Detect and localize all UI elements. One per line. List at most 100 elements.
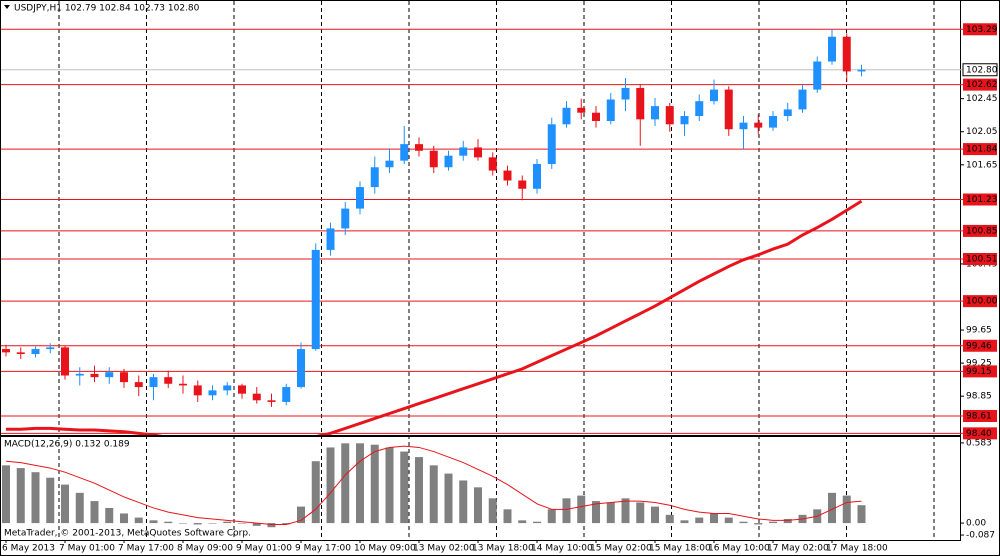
macd-bar bbox=[370, 444, 379, 524]
x-tick-label: 9 May 17:00 bbox=[295, 544, 351, 554]
candle-body bbox=[252, 393, 261, 401]
level-label: 101.84 bbox=[966, 145, 998, 155]
current-price-box bbox=[962, 63, 998, 77]
x-tick-label: 7 May 17:00 bbox=[118, 544, 174, 554]
candle-body bbox=[311, 249, 320, 350]
candle-body bbox=[90, 373, 99, 378]
x-tick-label: 17 May 02:00 bbox=[767, 544, 829, 554]
x-tick-label: 16 May 10:00 bbox=[708, 544, 770, 554]
macd-bar bbox=[252, 523, 261, 526]
macd-bar bbox=[857, 505, 866, 524]
candle-body bbox=[710, 89, 718, 102]
candle-body bbox=[606, 99, 615, 121]
level-box bbox=[963, 365, 997, 378]
level-box bbox=[963, 193, 997, 206]
candle-body bbox=[459, 147, 468, 156]
level-label: 99.15 bbox=[966, 367, 992, 377]
macd-bar bbox=[208, 523, 217, 524]
level-label: 100.00 bbox=[966, 297, 998, 307]
candle-body bbox=[16, 352, 25, 355]
macd-bar bbox=[503, 509, 512, 524]
macd-bar bbox=[429, 465, 438, 524]
candle-body bbox=[474, 147, 482, 158]
macd-title: MACD(12,26,9) 0.132 0.189 bbox=[4, 440, 130, 450]
macd-bar bbox=[105, 507, 114, 524]
price-plot bbox=[2, 29, 866, 435]
candle-body bbox=[356, 187, 364, 209]
macd-signal bbox=[5, 445, 862, 525]
macd-bar bbox=[75, 492, 84, 524]
macd-bar bbox=[385, 447, 394, 524]
macd-bar bbox=[547, 509, 556, 524]
candle-body bbox=[857, 69, 866, 72]
candle-body bbox=[562, 107, 571, 125]
y-tick-label: 98.85 bbox=[966, 392, 992, 402]
macd-bar bbox=[842, 495, 851, 524]
level-box bbox=[963, 427, 997, 440]
candle-body bbox=[739, 122, 748, 130]
macd-bar bbox=[592, 501, 600, 524]
macd-y-tick-label: 0.583 bbox=[966, 438, 992, 448]
macd-bar bbox=[474, 487, 482, 524]
macd-bar bbox=[577, 495, 586, 524]
macd-bar bbox=[754, 523, 763, 525]
macd-bar bbox=[415, 457, 423, 524]
macd-bar bbox=[459, 480, 468, 524]
macd-bar bbox=[724, 517, 733, 524]
candle-body bbox=[179, 383, 187, 386]
candle-body bbox=[754, 122, 763, 128]
macd-bar bbox=[518, 520, 527, 524]
macd-bar bbox=[16, 468, 25, 524]
level-box bbox=[963, 143, 997, 156]
level-label: 100.85 bbox=[966, 226, 998, 236]
macd-bar bbox=[120, 513, 128, 524]
macd-bar bbox=[223, 521, 232, 524]
moving-average bbox=[6, 199, 863, 435]
candle-body bbox=[326, 228, 335, 250]
y-tick-label: 102.05 bbox=[966, 127, 998, 137]
copyright: MetaTrader, © 2001-2013, MetaQuotes Soft… bbox=[4, 529, 251, 539]
x-tick-label: 10 May 09:00 bbox=[354, 544, 416, 554]
level-box bbox=[963, 339, 997, 352]
macd-bar bbox=[710, 513, 718, 524]
level-box bbox=[963, 23, 997, 36]
y-tick-label: 99.65 bbox=[966, 326, 992, 336]
candle-body bbox=[267, 400, 276, 402]
level-label: 100.51 bbox=[966, 254, 998, 264]
macd-bar bbox=[636, 502, 645, 524]
candle-body bbox=[798, 89, 807, 110]
macd-bar bbox=[31, 472, 40, 524]
macd-bar bbox=[562, 498, 571, 524]
candle-body bbox=[223, 385, 232, 391]
candle-body bbox=[370, 167, 379, 188]
current-price-label: 102.80 bbox=[966, 65, 998, 75]
candle-body bbox=[503, 170, 512, 181]
x-tick-label: 7 May 01:00 bbox=[59, 544, 115, 554]
macd-bar bbox=[164, 521, 173, 524]
macd-bar bbox=[606, 502, 615, 524]
macd-bar bbox=[783, 518, 792, 524]
macd-bar bbox=[326, 447, 335, 524]
candle-body bbox=[592, 112, 600, 121]
x-tick-label: 8 May 09:00 bbox=[177, 544, 233, 554]
candle-body bbox=[341, 208, 350, 229]
macd-bar bbox=[90, 501, 99, 524]
macd-panel bbox=[0, 436, 961, 541]
level-label: 101.23 bbox=[966, 195, 998, 205]
level-label: 99.46 bbox=[966, 341, 992, 351]
x-tick-label: 13 May 02:00 bbox=[413, 544, 475, 554]
level-box bbox=[963, 295, 997, 308]
candle-body bbox=[828, 36, 836, 62]
candle-body bbox=[120, 372, 128, 383]
candle-body bbox=[31, 349, 40, 355]
macd-bar bbox=[282, 523, 291, 525]
candle-body bbox=[813, 61, 822, 90]
level-box bbox=[963, 224, 997, 237]
candle-body bbox=[193, 385, 202, 396]
macd-bar bbox=[297, 506, 305, 524]
macd-bar bbox=[488, 498, 497, 524]
macd-bar bbox=[193, 523, 202, 525]
candle-body bbox=[2, 349, 10, 353]
